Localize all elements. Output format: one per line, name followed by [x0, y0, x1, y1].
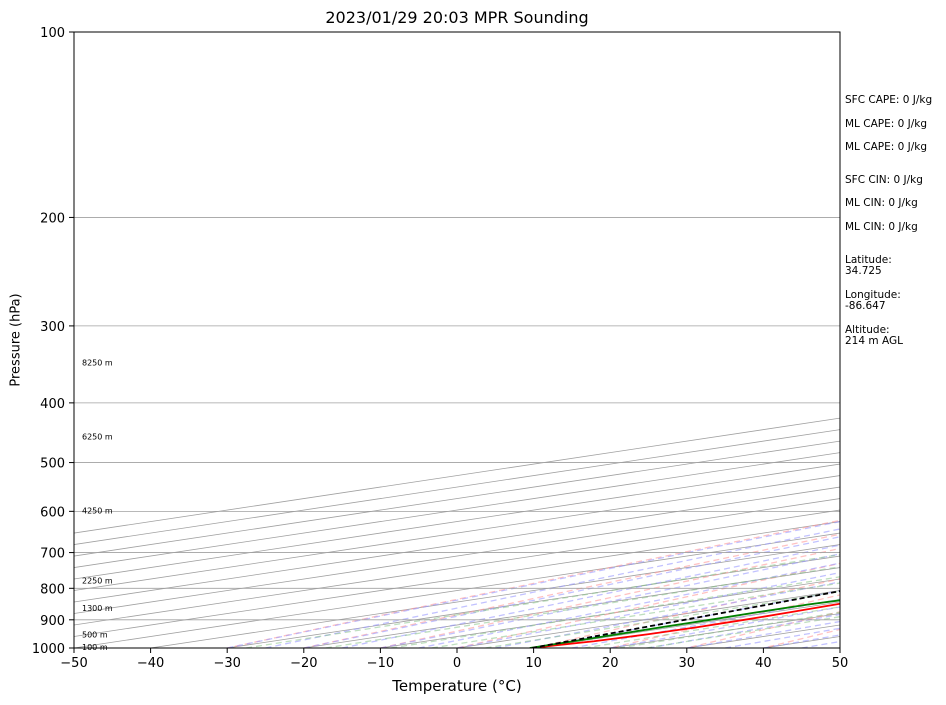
- longitude-label: Longitude:: [845, 289, 901, 301]
- moist-adiabat-line: [341, 544, 840, 648]
- plot-frame: [73, 31, 841, 649]
- ml-cape-text-2: ML CAPE: 0 J/kg: [845, 141, 928, 153]
- moist-adiabat-line: [303, 536, 840, 648]
- ml-cin-text-2: ML CIN: 0 J/kg: [845, 221, 918, 233]
- y-tick-label: 800: [40, 582, 65, 597]
- y-tick-label: 200: [40, 211, 65, 226]
- chart-title: 2023/01/29 20:03 MPR Sounding: [325, 8, 589, 27]
- isotherm-line: [74, 440, 840, 557]
- dry-adiabat-line: [300, 533, 840, 648]
- y-tick-label: 500: [40, 457, 65, 472]
- sounding-series-0: [531, 602, 840, 648]
- ml-cape-text-1: ML CAPE: 0 J/kg: [845, 118, 928, 130]
- sounding-traces: [529, 590, 840, 648]
- height-label: 2250 m: [82, 577, 113, 586]
- moist-adiabat-line: [265, 528, 840, 648]
- x-tick-label: 30: [679, 656, 696, 671]
- y-tick-label: 300: [40, 320, 65, 335]
- isotherm-line: [74, 521, 840, 637]
- mixing-ratio-line: [618, 611, 840, 648]
- x-tick-label: 20: [602, 656, 619, 671]
- height-label: 6250 m: [82, 432, 113, 441]
- mixing-ratio-line: [325, 566, 840, 648]
- x-tick-label: −40: [137, 656, 164, 671]
- axes: −50 −40 −30 −20 −10 0 10 20 30 40 50 1000 900 800 700 6…: [32, 26, 848, 671]
- y-tick-label: 1000: [32, 642, 65, 657]
- height-label: 1300 m: [82, 604, 113, 613]
- x-tick-label: 10: [525, 656, 542, 671]
- y-tick-label: 600: [40, 505, 65, 520]
- isotherm-line: [760, 636, 840, 648]
- x-tick-label: −50: [60, 656, 87, 671]
- height-label: 4250 m: [82, 506, 113, 515]
- mixing-ratio-line: [537, 598, 840, 648]
- moist-adiabat-line: [495, 581, 840, 648]
- background-lines: [74, 217, 840, 648]
- isotherm-line: [74, 463, 840, 580]
- dry-adiabat-line: [224, 519, 840, 648]
- altitude-value: 214 m AGL: [845, 335, 903, 347]
- mixing-ratio-line: [646, 616, 840, 648]
- x-tick-label: 0: [453, 656, 461, 671]
- x-tick-label: −30: [213, 656, 240, 671]
- latitude-value: 34.725: [845, 265, 882, 277]
- x-axis-label: Temperature (°C): [392, 677, 522, 695]
- mixing-ratio-line: [431, 582, 840, 648]
- x-tick-label: 50: [832, 656, 849, 671]
- x-tick-label: −20: [290, 656, 317, 671]
- isotherm-line: [74, 475, 840, 591]
- x-tick-label: −10: [367, 656, 394, 671]
- isotherm-line: [74, 429, 840, 545]
- longitude-value: -86.647: [845, 300, 886, 312]
- dry-adiabat-line: [377, 547, 840, 648]
- latitude-label: Latitude:: [845, 254, 892, 266]
- isotherm-line: [147, 544, 840, 648]
- y-tick-label: 400: [40, 397, 65, 412]
- dry-adiabat-line: [683, 611, 840, 648]
- isotherm-line: [74, 509, 840, 626]
- latitude-block: Latitude: 34.725: [845, 255, 892, 277]
- moist-adiabat-line: [418, 562, 840, 648]
- height-label: 500 m: [82, 631, 108, 640]
- y-axis-label: Pressure (hPa): [8, 293, 24, 387]
- altitude-block: Altitude: 214 m AGL: [845, 325, 903, 347]
- sfc-cape-text: SFC CAPE: 0 J/kg: [845, 94, 933, 106]
- y-tick-label: 100: [40, 26, 65, 41]
- moist-adiabat-line: [227, 520, 840, 648]
- isotherm-line: [74, 486, 840, 603]
- x-tick-label: 40: [755, 656, 772, 671]
- y-tick-label: 700: [40, 547, 65, 562]
- dry-adiabat-line: [454, 562, 840, 648]
- isotherm-line: [74, 498, 840, 614]
- sfc-cin-text: SFC CIN: 0 J/kg: [845, 174, 923, 186]
- longitude-block: Longitude: -86.647: [845, 290, 901, 312]
- ml-cin-text-1: ML CIN: 0 J/kg: [845, 197, 918, 209]
- isotherm-line: [74, 452, 840, 568]
- altitude-label: Altitude:: [845, 324, 890, 336]
- isotherm-line: [74, 417, 840, 534]
- isotherm-line: [301, 567, 840, 648]
- sounding-series-1: [529, 599, 840, 648]
- height-label: 8250 m: [82, 358, 113, 367]
- isotherm-line: [224, 555, 840, 648]
- y-tick-label: 900: [40, 614, 65, 629]
- isotherm-line: [74, 532, 840, 648]
